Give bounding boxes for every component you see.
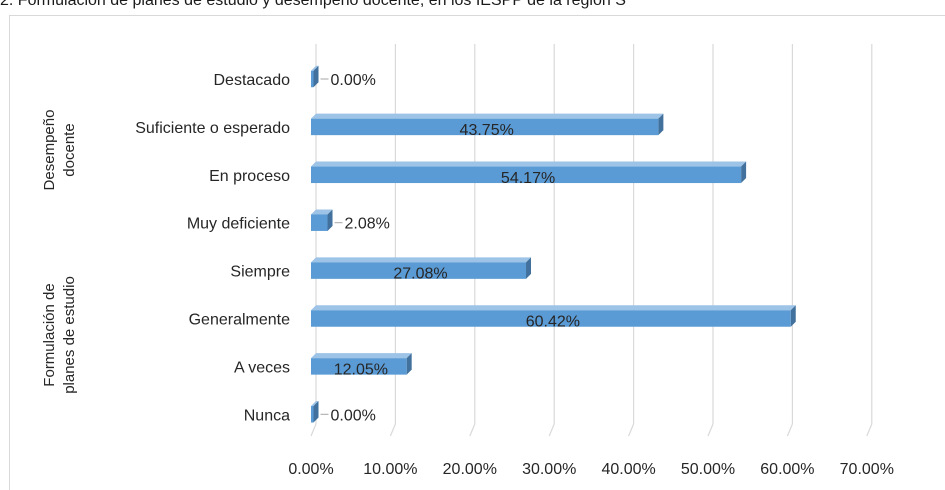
bar-siempre: [311, 257, 532, 279]
x-tick-label: 50.00%: [681, 461, 735, 478]
bar-destacado: [311, 65, 319, 88]
bar-front-face: [311, 118, 659, 136]
data-label: 0.00%: [331, 72, 376, 89]
category-label: Nunca: [244, 407, 290, 424]
gridline-floor: [389, 423, 396, 437]
bar-a-veces: [311, 353, 412, 375]
bar-suficiente-o-esperado: [311, 113, 664, 136]
bar-side-face: [406, 353, 412, 375]
data-label: 54.17%: [501, 170, 555, 187]
group-labels: Desempeño docente Formulación de planes de …: [41, 110, 78, 394]
bar-side-face: [526, 257, 532, 279]
bar-side-face: [741, 161, 747, 184]
bar-top-face: [311, 257, 532, 263]
bar-front-face: [311, 70, 314, 88]
data-label: 0.00%: [331, 407, 376, 424]
bar-front-face: [311, 310, 791, 327]
category-label: Muy deficiente: [187, 216, 290, 233]
gridline-floor: [707, 423, 714, 437]
bar-side-face: [313, 401, 319, 423]
gridline-floor: [469, 423, 476, 437]
bar-top-face: [311, 401, 319, 407]
data-label: 2.08%: [345, 216, 390, 233]
category-label: Siempre: [230, 264, 290, 281]
bar-front-face: [311, 214, 328, 231]
category-label: Generalmente: [189, 312, 290, 329]
category-label: Suficiente o esperado: [135, 120, 290, 137]
bar-muy-deficiente: [311, 209, 333, 231]
category-label: En proceso: [209, 168, 290, 185]
x-tick-label: 70.00%: [840, 461, 894, 478]
bars: [311, 65, 796, 423]
bar-top-face: [311, 353, 412, 359]
category-label: Destacado: [214, 72, 291, 89]
bar-generalmente: [311, 305, 796, 327]
bar-side-face: [790, 305, 796, 327]
x-tick-labels: 0.00% 10.00% 20.00% 30.00% 40.00% 50.00% 60.00…: [288, 461, 894, 478]
gridline-floor: [310, 423, 317, 437]
group-label-desempeno-docente: Desempeño docente: [41, 110, 78, 191]
x-tick-label: 0.00%: [288, 461, 333, 478]
x-tick-label: 60.00%: [760, 461, 814, 478]
data-label: 60.42%: [526, 314, 580, 331]
data-labels: 0.00% 43.75% 54.17% 2.08% 27.08% 60.42% 12.05%…: [320, 72, 580, 424]
gridline-floor: [866, 423, 873, 437]
x-tick-label: 10.00%: [363, 461, 417, 478]
gridline-floor: [548, 423, 555, 437]
bar-front-face: [311, 406, 314, 423]
gridline-floor: [628, 423, 635, 437]
x-tick-label: 40.00%: [601, 461, 655, 478]
chart-area: [9, 15, 945, 490]
x-tick-label: 30.00%: [522, 461, 576, 478]
x-tick-label: 20.00%: [443, 461, 497, 478]
bar-nunca: [311, 401, 319, 423]
data-label: 12.05%: [334, 361, 388, 378]
group-label-formulacion-de-planes-de-estudio: Formulación de planes de estudio: [41, 276, 78, 394]
gridlines: [310, 44, 873, 437]
bar-side-face: [658, 113, 664, 136]
chart-title: 2. Formulación de planes de estudio y de…: [0, 0, 626, 9]
gridline-floor: [786, 423, 793, 437]
bar-side-face: [313, 65, 319, 88]
bar-top-face: [311, 161, 747, 167]
bar-top-face: [311, 305, 796, 311]
bar-en-proceso: [311, 161, 747, 184]
bar-top-face: [311, 113, 664, 119]
bar-front-face: [311, 166, 742, 184]
category-label: A veces: [234, 359, 290, 376]
data-label: 27.08%: [393, 266, 447, 283]
bar-side-face: [327, 209, 333, 231]
bar-front-face: [311, 262, 527, 279]
data-label: 43.75%: [460, 122, 514, 139]
bar-front-face: [311, 358, 407, 375]
bar-top-face: [311, 209, 333, 215]
bar-top-face: [311, 65, 319, 71]
category-labels: Destacado Suficiente o esperado En proceso…: [135, 72, 290, 424]
